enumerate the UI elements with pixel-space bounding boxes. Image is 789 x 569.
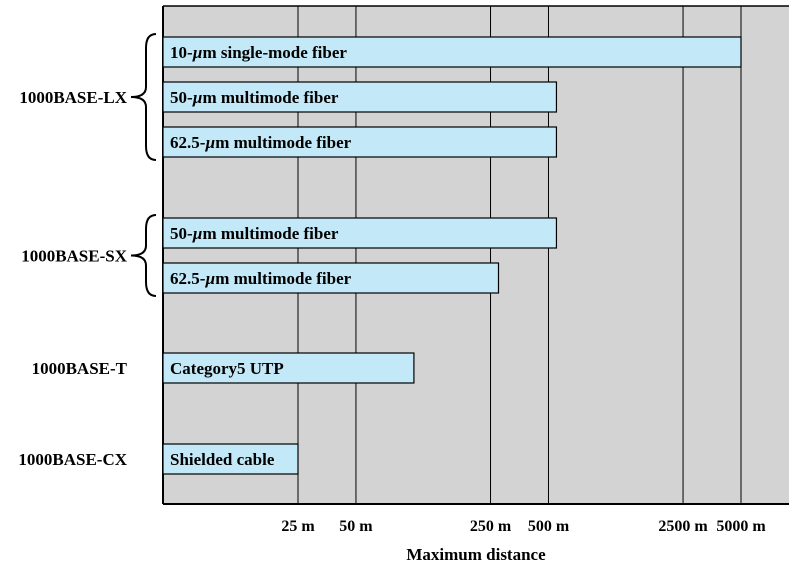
bar-label: 50-µm multimode fiber (170, 224, 339, 243)
distance-bar (162, 443, 299, 475)
x-tick-label: 250 m (470, 518, 512, 535)
distance-bar (162, 126, 558, 158)
group-label: 1000BASE-LX (19, 88, 127, 107)
distance-bar (162, 81, 558, 113)
x-axis-title: Maximum distance (406, 545, 546, 564)
x-tick-label: 50 m (339, 518, 373, 535)
bar-label: 50-µm multimode fiber (170, 88, 339, 107)
distance-bar (162, 36, 742, 68)
x-tick-label: 500 m (528, 518, 570, 535)
distance-bar (162, 217, 558, 249)
group-brace (130, 33, 157, 161)
bar-label: 62.5-µm multimode fiber (170, 133, 352, 152)
x-tick-label: 25 m (281, 518, 315, 535)
plot-area (163, 6, 789, 504)
bar-label: 10-µm single-mode fiber (170, 43, 347, 62)
x-tick-label: 2500 m (658, 518, 708, 535)
group-label: 1000BASE-CX (18, 450, 127, 469)
x-tick-label: 5000 m (716, 518, 766, 535)
group-brace (130, 214, 157, 297)
group-label: 1000BASE-SX (21, 247, 128, 266)
bar-label: 62.5-µm multimode fiber (170, 269, 352, 288)
distance-bar (162, 262, 500, 294)
distance-bar (162, 352, 415, 384)
bar-label: Shielded cable (170, 450, 275, 469)
bar-label: Category5 UTP (170, 359, 284, 378)
group-label: 1000BASE-T (32, 359, 128, 378)
